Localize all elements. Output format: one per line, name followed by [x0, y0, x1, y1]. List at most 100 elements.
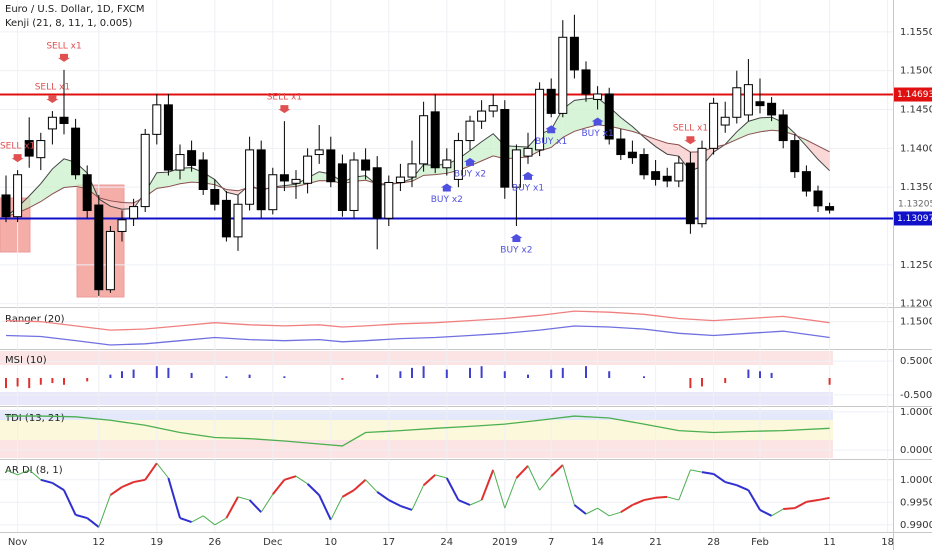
candle-body	[140, 133, 150, 208]
ardi-segment	[272, 479, 286, 495]
indicator-line	[5, 310, 830, 331]
candle-body	[662, 175, 672, 182]
ardi-segment	[713, 473, 726, 483]
candle-body	[651, 171, 661, 180]
candle-body	[94, 204, 104, 291]
ardi-segment	[202, 515, 216, 526]
candle-body	[604, 93, 614, 140]
price-tag-label: 1.13097	[897, 214, 932, 224]
candle-body	[175, 154, 185, 171]
candle-body	[569, 36, 579, 71]
ardi-segment	[121, 481, 134, 488]
y-tick-label: 0.0000	[900, 445, 932, 456]
candle-body	[790, 140, 800, 173]
y-tick-label: 0.9950	[900, 497, 932, 508]
candle-body	[801, 171, 811, 192]
ardi-segment	[306, 483, 320, 496]
ardi-segment	[573, 504, 587, 515]
candle-body	[82, 174, 92, 211]
candle-body	[187, 150, 197, 166]
kenji-cloud	[818, 145, 830, 171]
indicator-line	[5, 325, 830, 346]
ardi-segment	[295, 475, 308, 485]
ardi-segment	[353, 479, 367, 491]
candle-body	[291, 178, 301, 184]
x-tick-label: 2019	[492, 537, 517, 548]
ardi-segment	[794, 500, 807, 510]
x-tick-label: 18	[881, 537, 894, 548]
tdi-upper-band	[0, 410, 833, 420]
ardi-segment	[817, 496, 830, 502]
ardi-segment	[63, 489, 77, 516]
candle-body	[47, 116, 57, 130]
msi-lower-band	[0, 392, 833, 405]
ardi-segment	[330, 496, 343, 521]
candle-body	[256, 149, 266, 211]
kenji-cloud	[620, 117, 633, 132]
candle-body	[326, 149, 336, 183]
pane-title: Ranger (20)	[5, 314, 65, 325]
candle-body	[627, 151, 637, 159]
x-tick-label: 26	[208, 537, 221, 548]
candle-body	[488, 105, 498, 112]
signal-arrow	[440, 183, 453, 192]
signal-label: BUY x2	[500, 246, 532, 256]
signal-arrow	[58, 53, 70, 62]
ardi-segment	[620, 504, 633, 514]
candle-body	[13, 174, 23, 218]
ardi-segment	[86, 517, 100, 528]
ardi-segment	[806, 499, 819, 503]
ardi-segment	[690, 469, 703, 473]
signal-arrow	[464, 157, 476, 166]
x-tick-label: 28	[707, 537, 720, 548]
ardi-segment	[585, 507, 598, 515]
candle-body	[361, 159, 371, 171]
candle-body	[523, 147, 533, 157]
candle-body	[245, 149, 255, 205]
ardi-segment	[167, 477, 181, 519]
ardi-segment	[98, 494, 111, 528]
ardi-segment	[550, 464, 564, 477]
candle-body	[535, 88, 545, 151]
indicator-title: Kenji (21, 8, 11, 1, 0.005)	[5, 18, 132, 29]
signal-arrow	[11, 154, 24, 163]
signal-arrow	[684, 136, 697, 145]
signal-arrow	[522, 171, 534, 180]
ardi-segment	[191, 515, 204, 523]
pane-title: MSI (10)	[5, 355, 47, 366]
ardi-segment	[458, 499, 471, 506]
kenji-cloud	[52, 158, 64, 194]
y-tick-label: -0.5000	[900, 390, 932, 401]
candle-body	[442, 159, 452, 169]
ardi-segment	[109, 486, 123, 496]
ardi-segment	[40, 478, 53, 484]
ardi-segment	[771, 508, 784, 517]
symbol-title: Euro / U.S. Dollar, 1D, FXCM	[5, 4, 144, 15]
ardi-segment	[422, 474, 436, 486]
candle-body	[198, 159, 208, 191]
ardi-segment	[400, 504, 413, 511]
x-tick-label: Dec	[263, 537, 282, 548]
candle-body	[500, 109, 510, 188]
ardi-segment	[225, 496, 239, 519]
candle-body	[59, 116, 69, 124]
signal-arrow	[46, 95, 59, 104]
candle-body	[395, 176, 405, 184]
x-tick-label: 19	[150, 537, 163, 548]
ardi-segment	[435, 474, 447, 479]
signal-label: SELL x1	[46, 41, 81, 51]
ardi-segment	[632, 499, 645, 506]
ardi-segment	[667, 496, 679, 501]
candle-body	[767, 102, 777, 116]
candle-body	[430, 111, 440, 169]
ardi-segment	[597, 507, 610, 517]
signal-arrow	[278, 105, 291, 114]
x-tick-label: 7	[548, 537, 554, 548]
candle-body	[558, 36, 568, 114]
pane-title: AR DI (8, 1)	[5, 465, 63, 476]
signal-label: BUY x2	[431, 195, 463, 205]
kenji-cloud	[655, 139, 668, 155]
ardi-segment	[747, 489, 761, 511]
